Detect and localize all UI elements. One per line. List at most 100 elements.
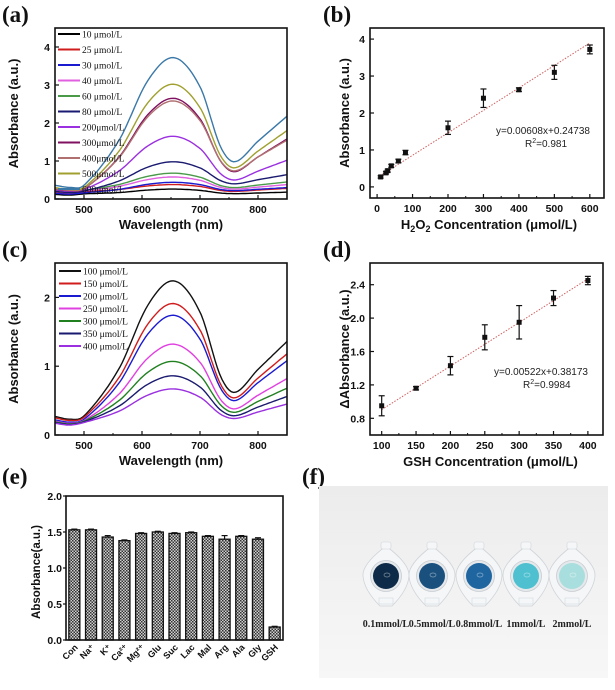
- cuvette-reflection: [476, 572, 484, 578]
- cuvette-reflection: [429, 572, 437, 578]
- cuvette-label: 0.8mmol/L: [456, 619, 503, 630]
- legend-label: 300 μmol/L: [83, 318, 128, 328]
- r-squared: R2=0.981: [525, 138, 567, 150]
- y-tick-label: 3: [44, 80, 50, 92]
- data-point: [516, 87, 522, 93]
- r-squared-prefix: R: [525, 139, 532, 150]
- legend-label: 200 μmol/L: [83, 293, 128, 303]
- x-tick-label: Glu: [146, 642, 164, 660]
- series-line: [54, 188, 287, 196]
- photo-cuvettes: 0.1mmol/L 0.5mmol/L 0.8mmol/L 1mmol/L 2mmol/…: [319, 486, 608, 678]
- x-tick-label: 100: [404, 203, 422, 215]
- data-point: [551, 69, 557, 75]
- y-tick-label: 1.6: [350, 347, 365, 359]
- x-tick-label: 400: [510, 203, 528, 215]
- y-tick-label: 2.4: [350, 280, 365, 292]
- data-point: [447, 363, 453, 369]
- y-axis-label: Absorbance (a.u.): [6, 294, 21, 404]
- x-tick-label: 600: [133, 204, 151, 216]
- legend-label: 200μmol/L: [82, 124, 125, 134]
- x-tick-label: 300: [475, 203, 493, 215]
- x-tick-label: 350: [545, 440, 563, 452]
- series-line: [54, 135, 288, 192]
- data-point: [482, 334, 488, 340]
- data-point: [445, 125, 451, 131]
- legend-label: 300μmol/L: [82, 139, 125, 149]
- cuvette: [362, 541, 410, 607]
- data-point: [516, 319, 522, 325]
- cuvette-reflection: [383, 572, 391, 578]
- y-tick-label: 2.0: [47, 491, 62, 503]
- bar: [151, 531, 164, 641]
- x-tick-label: 700: [191, 204, 209, 216]
- legend-label: 500μmol/L: [82, 170, 125, 180]
- data-point: [395, 158, 401, 164]
- r-squared: R2=0.9984: [523, 379, 571, 391]
- x-tick-label: Lac: [179, 642, 197, 660]
- panel-label-f: (f): [302, 464, 325, 489]
- panel-label-a: (a): [2, 2, 29, 27]
- bar: [168, 532, 181, 641]
- series-line: [54, 56, 288, 189]
- cuvette-solution: [466, 563, 492, 589]
- data-point: [388, 163, 394, 169]
- series-line: [54, 176, 288, 194]
- y-tick-label: 0.5: [47, 599, 62, 611]
- legend-label: 10 μmol/L: [82, 31, 122, 41]
- legend-label: 350 μmol/L: [83, 330, 128, 340]
- series-line: [54, 181, 288, 195]
- y-axis-label: Absorbance (a.u.): [6, 59, 21, 169]
- bar: [251, 538, 265, 641]
- legend-label: 80 μmol/L: [82, 108, 122, 118]
- y-tick-label: 3: [359, 71, 365, 83]
- data-point: [402, 150, 408, 156]
- data-point: [587, 46, 593, 52]
- x-tick-label: Na⁺: [78, 642, 97, 661]
- x-axis-label: Wavelength (nm): [119, 217, 223, 232]
- fit-line: [382, 42, 591, 175]
- y-tick-label: 0: [44, 194, 50, 206]
- x-tick-label: Suc: [161, 642, 180, 661]
- data-point: [378, 174, 384, 180]
- cuvette-solution: [373, 563, 399, 589]
- cuvette: [502, 541, 550, 607]
- y-tick-label: 2: [359, 108, 365, 120]
- cuvette-label: 1mmol/L: [507, 619, 546, 630]
- panel-label-b: (b): [323, 2, 351, 27]
- cuvette: [408, 541, 456, 607]
- fit-equation: y=0.00522x+0.38173: [494, 367, 588, 378]
- x-axis-label-part: H: [401, 217, 410, 232]
- cuvette-cap: [380, 541, 392, 550]
- x-axis-label: H2O2 Concentration (μmol/L): [401, 217, 577, 234]
- x-axis-label: Wavelength (nm): [119, 453, 223, 468]
- chart-c-spectra: 100 μmol/L 150 μmol/L 200 μmol/L 250 μmol/L…: [6, 262, 288, 468]
- series-line: [54, 100, 288, 192]
- y-tick-label: 1.0: [47, 563, 62, 575]
- x-tick-label: 500: [75, 440, 93, 452]
- r-squared-prefix: R: [523, 380, 530, 391]
- cuvette-cap: [426, 541, 438, 550]
- series-line: [54, 161, 288, 194]
- x-tick-label: Mg²⁺: [125, 642, 147, 664]
- x-tick-label: Mal: [196, 642, 214, 660]
- cuvette: [455, 541, 503, 607]
- panel-label-e: (e): [2, 464, 28, 489]
- bar: [68, 529, 81, 641]
- bar: [84, 529, 98, 641]
- bar: [185, 532, 198, 641]
- legend-label: 250 μmol/L: [83, 305, 128, 315]
- x-tick-label: 500: [75, 204, 93, 216]
- x-tick-label: Arg: [212, 642, 230, 660]
- r-squared-sup: 2: [532, 138, 536, 145]
- y-tick-label: 2: [44, 292, 50, 304]
- y-tick-label: 4: [359, 34, 365, 46]
- bar: [201, 535, 215, 641]
- bar: [268, 626, 281, 641]
- data-point: [413, 385, 419, 391]
- y-tick-label: 1: [359, 145, 365, 157]
- data-point: [379, 403, 385, 409]
- data-point: [551, 295, 557, 301]
- cuvette-tab: [424, 597, 440, 605]
- cuvette-tab: [471, 597, 487, 605]
